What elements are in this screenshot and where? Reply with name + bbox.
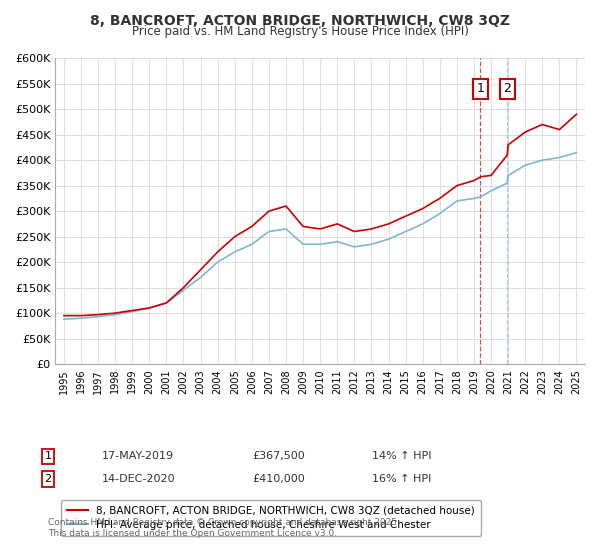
Text: 1: 1 (44, 451, 52, 461)
Text: 16% ↑ HPI: 16% ↑ HPI (372, 474, 431, 484)
Text: £367,500: £367,500 (252, 451, 305, 461)
Text: 8, BANCROFT, ACTON BRIDGE, NORTHWICH, CW8 3QZ: 8, BANCROFT, ACTON BRIDGE, NORTHWICH, CW… (90, 14, 510, 28)
Text: 14% ↑ HPI: 14% ↑ HPI (372, 451, 431, 461)
Text: 14-DEC-2020: 14-DEC-2020 (102, 474, 176, 484)
Legend: 8, BANCROFT, ACTON BRIDGE, NORTHWICH, CW8 3QZ (detached house), HPI: Average pri: 8, BANCROFT, ACTON BRIDGE, NORTHWICH, CW… (61, 500, 481, 536)
Text: 17-MAY-2019: 17-MAY-2019 (102, 451, 174, 461)
Text: 1: 1 (476, 82, 484, 95)
Text: 2: 2 (503, 82, 511, 95)
Text: Contains HM Land Registry data © Crown copyright and database right 2025.
This d: Contains HM Land Registry data © Crown c… (48, 518, 400, 538)
Text: £410,000: £410,000 (252, 474, 305, 484)
Text: 2: 2 (44, 474, 52, 484)
Text: Price paid vs. HM Land Registry's House Price Index (HPI): Price paid vs. HM Land Registry's House … (131, 25, 469, 38)
